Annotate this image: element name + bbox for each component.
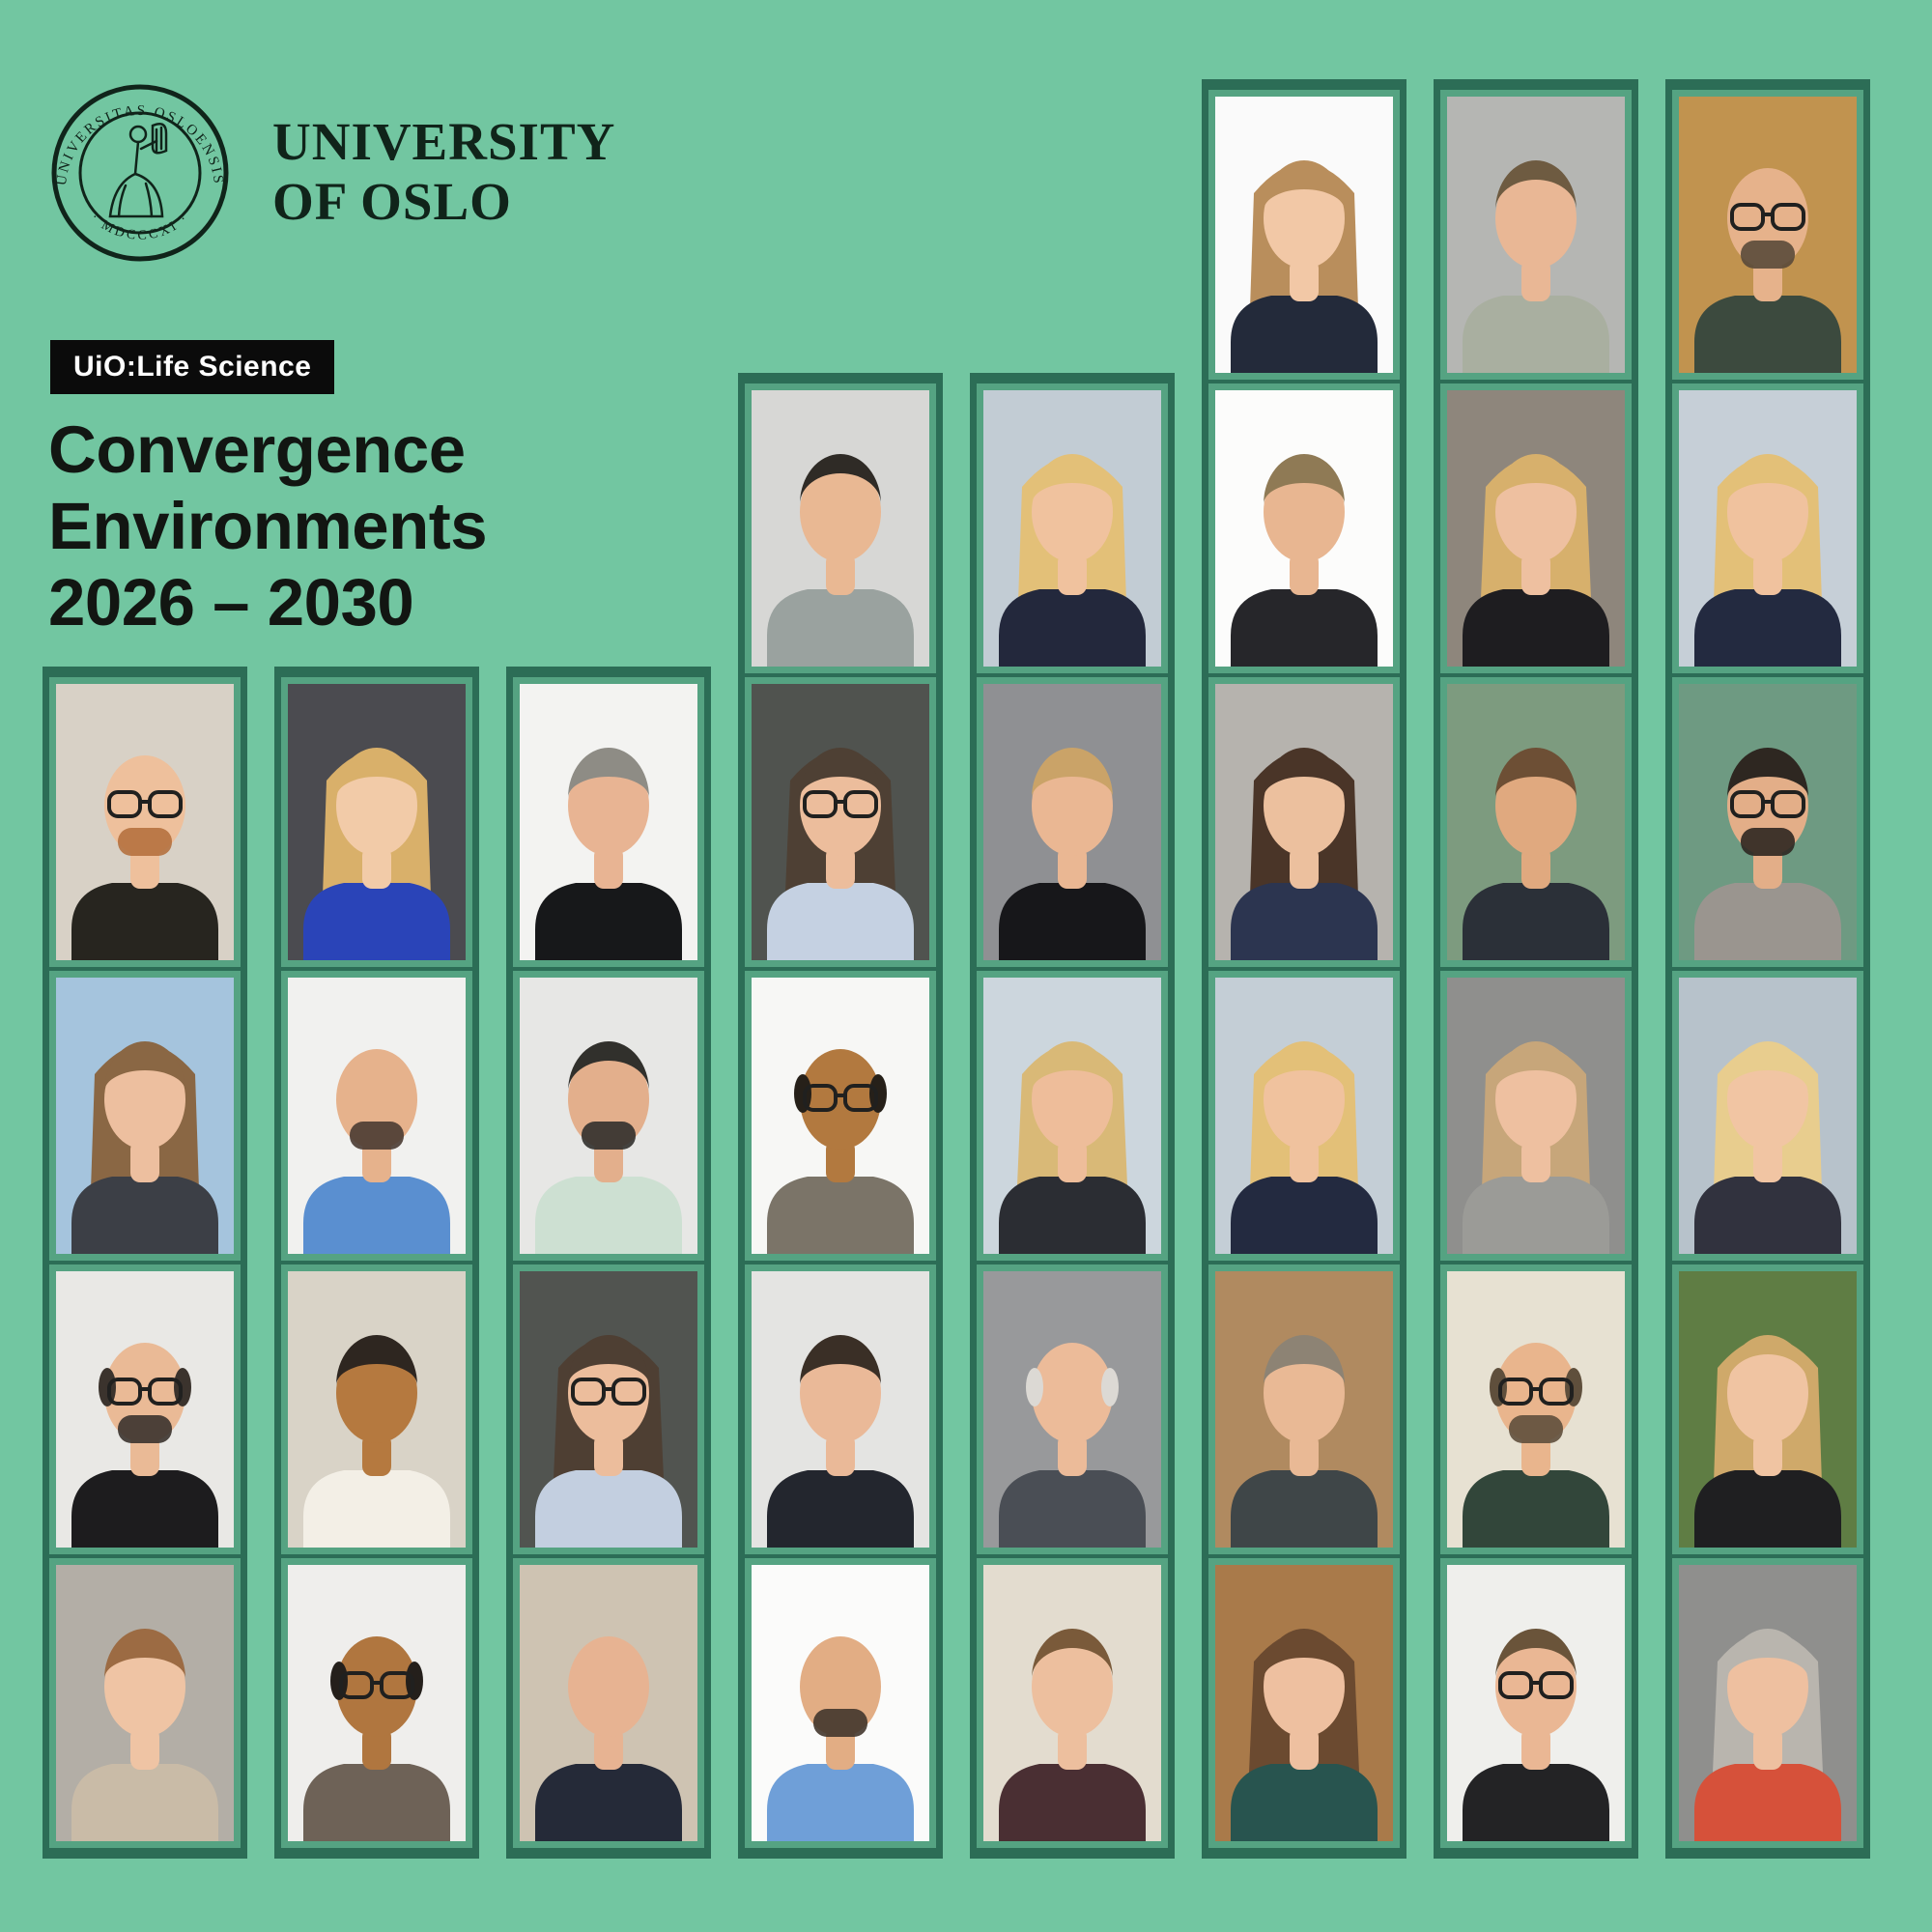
photo-column-6 xyxy=(1202,79,1406,1859)
portrait-photo xyxy=(513,1264,704,1554)
portrait-photo xyxy=(513,1558,704,1848)
portrait-photo xyxy=(1208,677,1400,967)
uio-life-science-badge: UiO:Life Science xyxy=(50,340,335,394)
portrait-photo xyxy=(977,1558,1168,1848)
photo-column-7 xyxy=(1434,79,1638,1859)
portrait-photo xyxy=(1208,384,1400,673)
portrait-photo xyxy=(1672,677,1863,967)
portrait-photo xyxy=(1672,384,1863,673)
portrait-photo xyxy=(49,1264,241,1554)
portrait-photo xyxy=(1440,384,1632,673)
university-wordmark: UNIVERSITY OF OSLO xyxy=(272,112,615,232)
portrait-photo xyxy=(281,971,472,1261)
portrait-photo xyxy=(1208,971,1400,1261)
portrait-photo xyxy=(745,1264,936,1554)
wordmark-line-2: OF OSLO xyxy=(272,172,512,231)
portrait-photo xyxy=(49,971,241,1261)
portrait-photo xyxy=(49,1558,241,1848)
portrait-photo xyxy=(977,677,1168,967)
poster-title: Convergence Environments 2026 – 2030 xyxy=(48,412,488,640)
photo-column-2 xyxy=(274,667,479,1859)
photo-column-3 xyxy=(506,667,711,1859)
portrait-photo xyxy=(281,1264,472,1554)
portrait-photo xyxy=(1208,1264,1400,1554)
title-line-3: 2026 – 2030 xyxy=(48,565,414,639)
portrait-photo xyxy=(281,677,472,967)
portrait-photo xyxy=(1440,1264,1632,1554)
portrait-photo xyxy=(1440,90,1632,380)
portrait-photo xyxy=(745,971,936,1261)
portrait-photo xyxy=(1208,90,1400,380)
portrait-photo xyxy=(977,971,1168,1261)
photo-column-1 xyxy=(43,667,247,1859)
photo-column-5 xyxy=(970,373,1175,1859)
university-of-oslo-seal-logo: UNIVERSITAS OSLOENSIS · MDCCCXI · xyxy=(51,84,229,262)
portrait-photo xyxy=(1672,971,1863,1261)
wordmark-line-1: UNIVERSITY xyxy=(272,112,616,171)
photo-column-4 xyxy=(738,373,943,1859)
portrait-photo xyxy=(1672,90,1863,380)
portrait-photo xyxy=(49,677,241,967)
badge-label: UiO:Life Science xyxy=(73,351,312,383)
portrait-photo xyxy=(1440,971,1632,1261)
title-line-2: Environments xyxy=(48,489,488,563)
portrait-photo xyxy=(281,1558,472,1848)
photo-column-8 xyxy=(1665,79,1870,1859)
title-line-1: Convergence xyxy=(48,412,466,487)
portrait-photo xyxy=(513,677,704,967)
portrait-photo xyxy=(1672,1558,1863,1848)
portrait-photo xyxy=(1672,1264,1863,1554)
portrait-photo xyxy=(513,971,704,1261)
portrait-photo xyxy=(745,384,936,673)
portrait-photo xyxy=(745,1558,936,1848)
portrait-photo xyxy=(1440,1558,1632,1848)
portrait-photo xyxy=(977,1264,1168,1554)
portrait-photo xyxy=(1208,1558,1400,1848)
portrait-photo xyxy=(977,384,1168,673)
seal-figure-icon xyxy=(108,123,168,218)
portrait-photo xyxy=(745,677,936,967)
portrait-photo xyxy=(1440,677,1632,967)
